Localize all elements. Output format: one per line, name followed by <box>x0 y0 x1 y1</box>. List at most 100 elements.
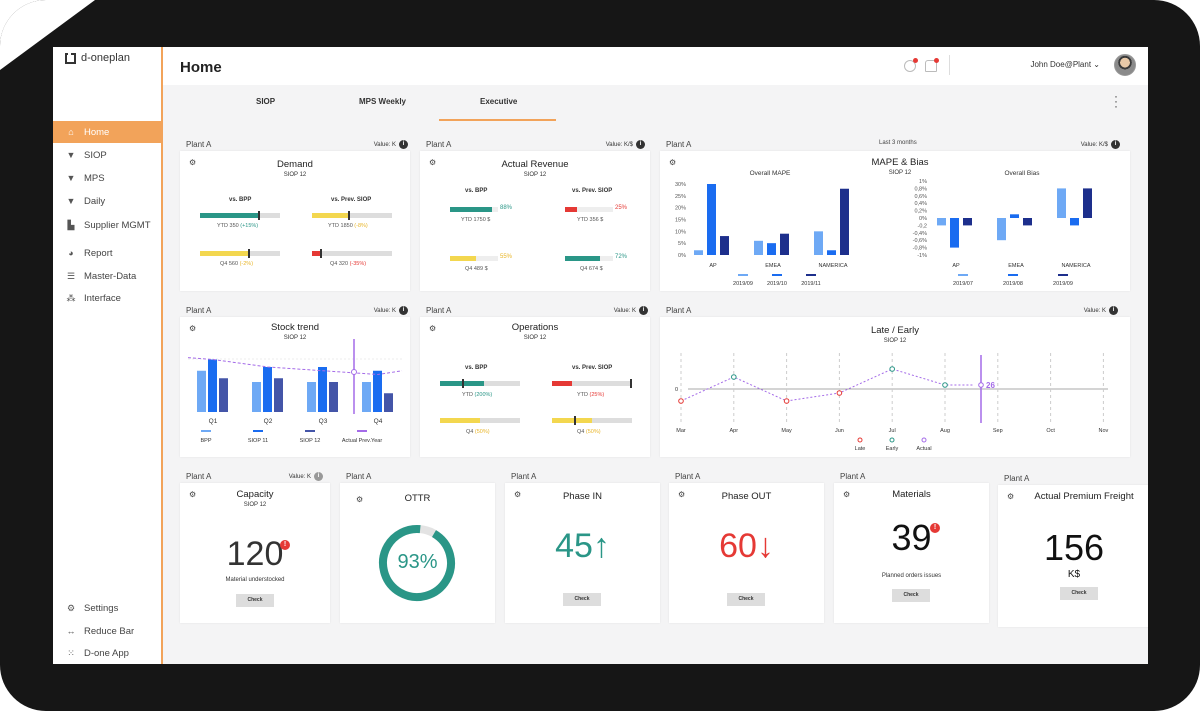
tab-executive[interactable]: Executive <box>480 97 518 106</box>
check-button[interactable]: Check <box>727 593 765 606</box>
q4-bpp-bar <box>450 256 498 261</box>
q4-bpp-bar <box>200 249 280 258</box>
legend-swatch <box>806 274 816 276</box>
user-menu[interactable]: John Doe@Plant ⌄ <box>1030 60 1100 69</box>
ytd-bpp-text: YTD (200%) <box>462 392 493 398</box>
legend-swatch <box>201 430 211 432</box>
x-tick-label: Nov <box>1099 428 1109 434</box>
q4-prev-bar <box>312 249 392 258</box>
logo[interactable]: d-oneplan <box>65 52 130 64</box>
settings-icon[interactable]: ⚙ <box>356 495 364 504</box>
y-tick-label: 10% <box>675 229 686 235</box>
x-tick-label: AP <box>952 263 960 269</box>
check-button[interactable]: Check <box>1060 587 1098 600</box>
q4-bpp-text: Q4 560 (-2%) <box>220 261 254 267</box>
info-icon[interactable]: i <box>639 306 648 315</box>
plant-label: Plant A <box>426 140 452 149</box>
sidebar-item-interface[interactable]: ⁂ Interface <box>66 292 121 304</box>
freight-card: ⚙ Actual Premium Freight 156 K$ Check <box>998 485 1148 627</box>
sidebar-item-supplier-mgmt[interactable]: ▙ Supplier MGMT <box>67 219 151 231</box>
settings-icon[interactable]: ⚙ <box>189 158 197 167</box>
bar-fill <box>565 207 577 212</box>
settings-icon[interactable]: ⚙ <box>189 324 197 333</box>
bar <box>318 367 327 412</box>
card-title: Phase OUT <box>721 491 772 502</box>
legend-label: 2019/11 <box>801 281 820 287</box>
plant-label: Plant A <box>186 472 212 481</box>
settings-icon[interactable]: ⚙ <box>669 158 677 167</box>
info-icon[interactable]: i <box>1109 306 1118 315</box>
factory-icon: ▙ <box>67 219 75 230</box>
notification-dot <box>934 58 939 63</box>
network-icon: ⁂ <box>66 292 76 303</box>
sidebar-item-report[interactable]: ◕ Report <box>53 242 163 264</box>
q4-prev-bar <box>552 416 632 425</box>
sidebar-item-reduce-bar[interactable]: ↔ Reduce Bar <box>66 625 135 637</box>
bar <box>329 382 338 412</box>
grid-icon: ⁙ <box>67 647 75 658</box>
legend-label: SIOP 11 <box>248 438 268 444</box>
settings-icon[interactable]: ⚙ <box>429 324 437 333</box>
more-options-icon[interactable]: · · · <box>1114 89 1118 113</box>
check-button[interactable]: Check <box>892 589 930 602</box>
info-icon[interactable]: i <box>314 472 323 481</box>
card-subtitle: SIOP 12 <box>888 170 912 176</box>
settings-icon[interactable]: ⚙ <box>678 490 686 499</box>
materials-card: ⚙ Materials 39 ! Planned orders issues C… <box>834 483 989 623</box>
tab-siop[interactable]: SIOP <box>256 97 276 106</box>
sidebar-item-siop[interactable]: ▼ SIOP <box>66 149 107 161</box>
late-point <box>836 390 843 396</box>
q4-bpp-text: Q4 489 $ <box>465 266 488 272</box>
pie-chart-icon: ◕ <box>68 248 74 258</box>
avatar[interactable] <box>1114 54 1136 76</box>
graduation-cap-icon: ▼ <box>66 196 76 206</box>
header-divider <box>949 55 950 75</box>
column-label: vs. BPP <box>465 188 488 194</box>
settings-icon[interactable]: ⚙ <box>1007 492 1015 501</box>
q4-bpp-pct: 55% <box>500 254 513 260</box>
settings-icon[interactable]: ⚙ <box>514 490 522 499</box>
x-tick-label: Sep <box>993 428 1003 434</box>
info-icon[interactable]: i <box>399 140 408 149</box>
x-tick-label: Mar <box>676 428 686 434</box>
q4-bpp-text: Q4 (50%) <box>466 429 490 435</box>
settings-icon[interactable]: ⚙ <box>189 490 197 499</box>
y-tick-label: 0,2% <box>914 209 927 215</box>
legend-swatch <box>253 430 263 432</box>
check-button[interactable]: Check <box>236 594 274 607</box>
sidebar-item-settings[interactable]: ⚙ Settings <box>66 602 119 614</box>
legend-swatch <box>889 437 895 443</box>
ottr-donut <box>379 525 455 601</box>
legend-label: Early <box>886 446 899 452</box>
stock-trend-chart: Q1 Q2 Q3 Q4 BPP SIOP 11 SIOP 12 Actual Prev.Yea… <box>187 339 403 444</box>
plant-label: Plant A <box>675 472 701 481</box>
sidebar-item-mps[interactable]: ▼ MPS <box>66 172 105 184</box>
sidebar-item-master-data[interactable]: ☰ Master-Data <box>66 270 137 282</box>
check-button[interactable]: Check <box>563 593 601 606</box>
bar-fill <box>200 251 248 256</box>
legend-swatch <box>357 430 367 432</box>
point-marker <box>351 369 357 375</box>
bar-fill <box>552 381 572 386</box>
x-tick-label: Q2 <box>264 418 273 425</box>
globe-icon[interactable] <box>904 60 916 72</box>
bar <box>219 378 228 412</box>
info-icon[interactable]: i <box>636 140 645 149</box>
y-tick-label: -0,4% <box>913 231 927 237</box>
freight-value: 156 <box>1043 527 1105 568</box>
chevron-down-icon: ⌄ <box>1093 60 1100 69</box>
sidebar-item-home[interactable]: ⌂ Home <box>53 121 163 143</box>
bar <box>754 240 763 255</box>
tab-mps-weekly[interactable]: MPS Weekly <box>359 97 406 106</box>
sidebar-item-daily[interactable]: ▼ Daily <box>66 195 106 207</box>
info-icon[interactable]: i <box>1111 140 1120 149</box>
info-icon[interactable]: i <box>399 306 408 315</box>
settings-icon[interactable]: ⚙ <box>429 158 437 167</box>
settings-icon[interactable]: ⚙ <box>843 490 851 499</box>
bell-icon[interactable] <box>925 60 937 72</box>
plant-label: Plant A <box>666 306 692 315</box>
sidebar-item-d-one-app[interactable]: ⁙ D-one App <box>67 647 129 659</box>
ytd-bpp-bar <box>450 207 498 212</box>
database-icon: ☰ <box>66 270 76 281</box>
